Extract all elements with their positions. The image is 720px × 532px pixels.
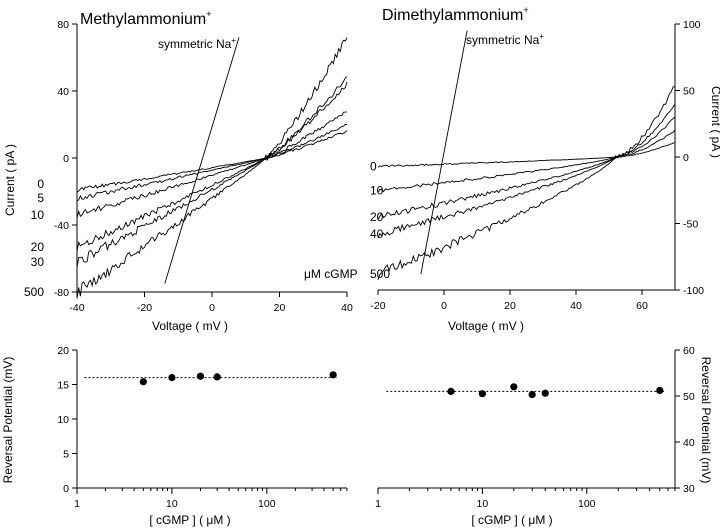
y-tick-label: 60 — [683, 345, 695, 357]
x-tick-label: 0 — [441, 300, 447, 312]
y-axis-label: Reversal Potential (mV) — [1, 357, 15, 484]
panel-methylammonium-iv: Methylammonium+ Current ( pA ) Voltage (… — [3, 9, 353, 333]
x-axis-label: Voltage ( mV ) — [152, 319, 228, 333]
y-tick-label: -40 — [54, 220, 69, 232]
chart-title: Dimethylammonium+ — [382, 5, 529, 24]
x-tick-label: 0 — [209, 302, 215, 314]
iv-trace-500 — [76, 37, 348, 299]
x-axis-label: [ cGMP ] ( μM ) — [149, 513, 230, 527]
x-tick-label: 20 — [504, 300, 516, 312]
x-tick-label: 10 — [166, 498, 178, 510]
x-tick-label: 100 — [258, 498, 276, 510]
cgmp-concentration-label: 500 — [24, 285, 44, 299]
symmetric-na-trace — [420, 30, 468, 275]
data-point — [478, 390, 486, 398]
chart-title: Methylammonium+ — [80, 9, 212, 28]
iv-trace-500 — [377, 86, 676, 280]
cgmp-concentration-label: 20 — [31, 240, 45, 254]
x-tick-label: 40 — [341, 302, 353, 314]
cgmp-concentration-label: 20 — [370, 210, 384, 224]
iv-trace-20 — [76, 81, 348, 252]
cgmp-concentration-label: 10 — [370, 183, 384, 197]
data-point — [196, 372, 205, 380]
iv-trace-0 — [377, 142, 676, 168]
iv-trace-10 — [377, 129, 676, 193]
x-tick-label: 10 — [477, 498, 489, 510]
y-axis-label: Reversal Potential (mV) — [699, 357, 713, 484]
cgmp-concentration-label: 30 — [31, 255, 45, 269]
symmetric-label: symmetric Na+ — [158, 36, 236, 51]
x-axis-label: [ cGMP ] ( μM ) — [471, 513, 552, 527]
reversal-plot-dimethyl: 1 10 100 30 40 50 60 — [375, 345, 695, 510]
cgmp-unit-label: μM cGMP — [304, 267, 358, 281]
y-tick-label: -50 — [683, 219, 698, 231]
y-tick-label: 15 — [57, 380, 69, 392]
iv-trace-10 — [76, 111, 348, 219]
x-axis-label: Voltage ( mV ) — [448, 319, 524, 333]
x-tick-label: -20 — [370, 300, 385, 312]
symmetric-na-trace — [164, 37, 240, 284]
data-point — [329, 371, 337, 379]
x-tick-label: 1 — [74, 498, 80, 510]
data-point — [447, 387, 455, 395]
y-tick-label: 30 — [683, 483, 695, 495]
reversal-plot-methyl: 1 10 100 0 5 10 15 20 — [57, 345, 348, 510]
x-tick-label: 40 — [570, 300, 582, 312]
cgmp-concentration-label: 0 — [37, 177, 44, 191]
y-tick-label: 50 — [683, 391, 695, 403]
y-tick-label: 0 — [63, 153, 69, 165]
y-axis-label: Current ( pA ) — [709, 86, 720, 158]
panel-dimethylammonium-iv: Dimethylammonium+ Current ( pA ) Voltage… — [304, 5, 720, 333]
data-point — [139, 378, 147, 386]
data-point — [213, 373, 221, 381]
y-tick-label: 10 — [57, 414, 69, 426]
iv-trace-30 — [76, 76, 348, 268]
y-tick-label: 100 — [683, 19, 701, 31]
iv-trace-0 — [76, 130, 348, 193]
cgmp-concentration-label: 5 — [37, 191, 44, 205]
panel-dimethyl-reversal: Reversal Potential (mV) [ cGMP ] ( μM ) … — [375, 345, 713, 527]
y-tick-label: 50 — [683, 86, 695, 98]
x-tick-label: 1 — [375, 498, 381, 510]
x-tick-label: -40 — [69, 302, 84, 314]
data-point — [168, 374, 176, 382]
x-tick-label: 100 — [578, 498, 596, 510]
iv-plot-dimethylammonium: -20 0 20 40 60 -100 -50 0 50 100 0 10 20 40 500 — [370, 19, 704, 312]
y-tick-label: -100 — [683, 285, 704, 297]
symmetric-label: symmetric Na+ — [466, 32, 544, 47]
y-tick-label: 80 — [57, 19, 69, 31]
cgmp-concentration-label: 500 — [370, 267, 390, 281]
y-tick-label: 20 — [57, 345, 69, 357]
cgmp-concentration-label: 0 — [370, 159, 377, 173]
data-point — [510, 383, 518, 391]
x-tick-label: -20 — [137, 302, 152, 314]
y-tick-label: 5 — [63, 449, 69, 461]
y-tick-label: 40 — [57, 86, 69, 98]
x-tick-label: 60 — [636, 300, 648, 312]
cgmp-concentration-label: 40 — [370, 227, 384, 241]
cgmp-concentration-label: 10 — [31, 208, 45, 222]
x-tick-label: 20 — [274, 302, 286, 314]
y-tick-label: 0 — [63, 483, 69, 495]
data-point — [528, 391, 536, 399]
iv-trace-20 — [377, 116, 676, 221]
y-tick-label: -80 — [54, 287, 69, 299]
data-point — [541, 389, 549, 397]
y-tick-label: 0 — [683, 152, 689, 164]
data-point — [656, 386, 664, 395]
iv-trace-5 — [76, 123, 348, 202]
panel-methyl-reversal: Reversal Potential (mV) [ cGMP ] ( μM ) … — [1, 345, 348, 527]
y-tick-label: 40 — [683, 437, 695, 449]
y-axis-label: Current ( pA ) — [3, 144, 17, 216]
